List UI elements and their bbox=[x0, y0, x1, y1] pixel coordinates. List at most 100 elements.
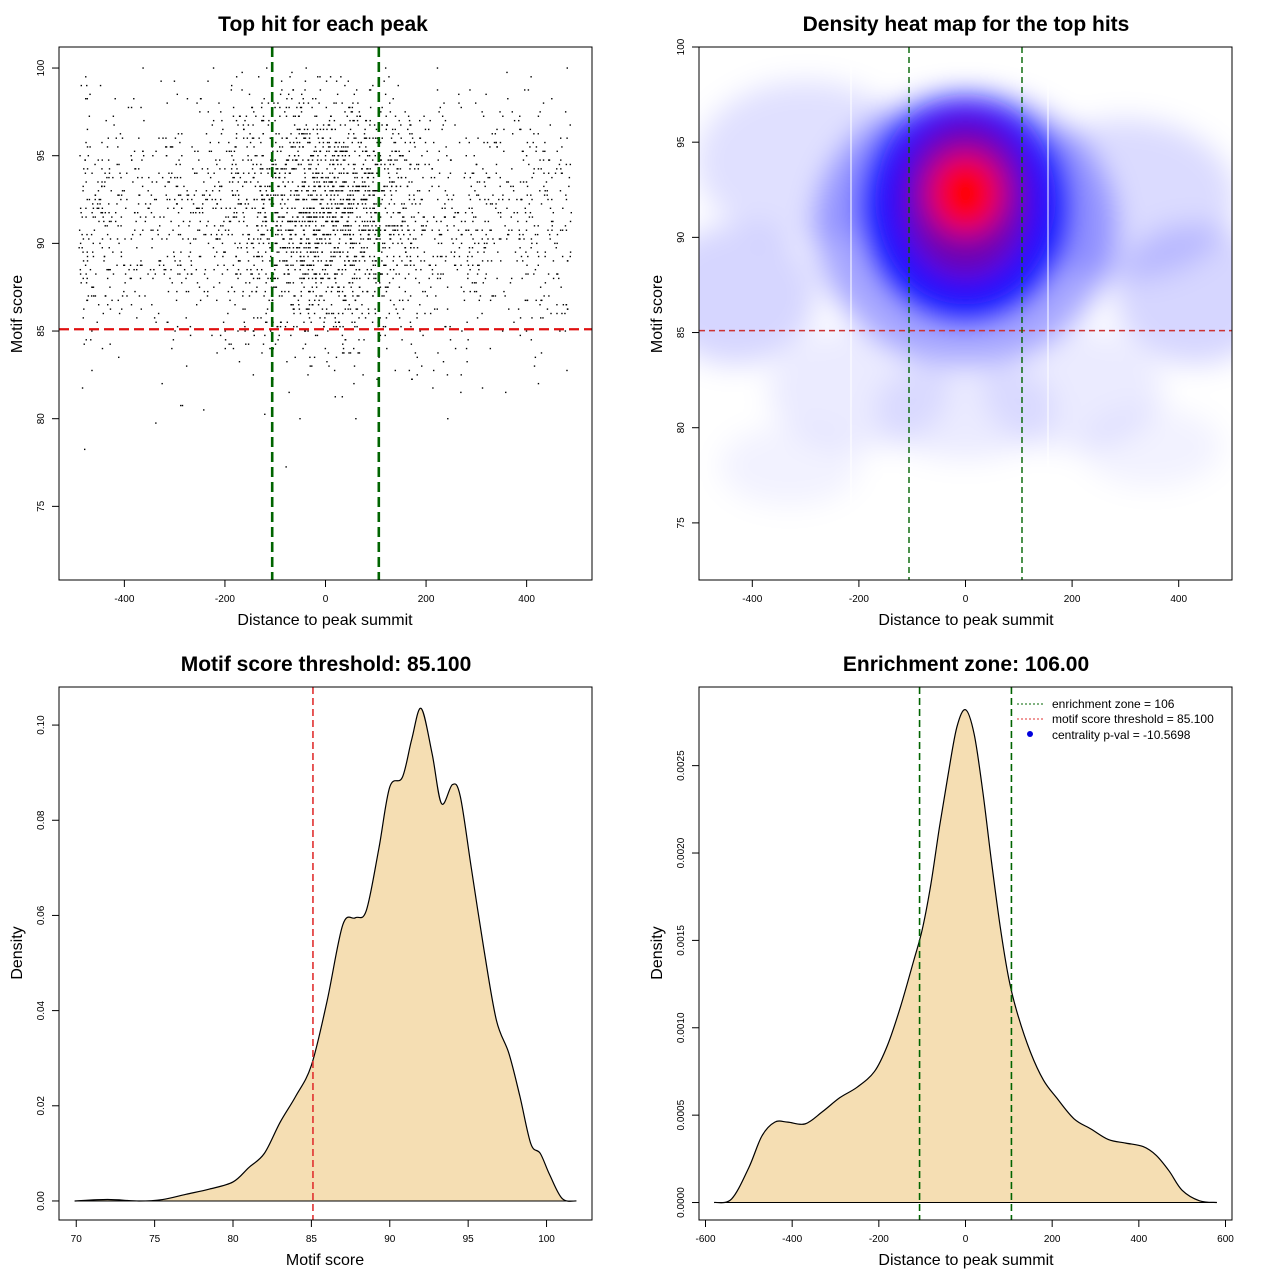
scatter-point bbox=[299, 312, 302, 315]
scatter-point bbox=[354, 190, 357, 192]
scatter-point bbox=[422, 216, 425, 218]
scatter-point bbox=[403, 203, 405, 205]
scatter-point bbox=[409, 124, 411, 126]
scatter-point bbox=[400, 325, 402, 328]
scatter-point bbox=[363, 225, 365, 227]
scatter-point bbox=[256, 225, 258, 227]
scatter-point bbox=[216, 233, 218, 236]
scatter-point bbox=[320, 198, 322, 201]
scatter-point bbox=[117, 194, 119, 196]
scatter-point bbox=[314, 251, 316, 253]
scatter-y-tick-label: 90 bbox=[36, 237, 47, 249]
scatter-point bbox=[312, 216, 315, 218]
scatter-point bbox=[329, 260, 331, 262]
scatter-point bbox=[338, 238, 341, 240]
scatter-point bbox=[355, 242, 357, 245]
scatter-point bbox=[385, 225, 387, 227]
distance-density-axes: -600 -400 -200 0 200 400 6000.00000.00050.0010… bbox=[676, 750, 1234, 1245]
scatter-point bbox=[495, 207, 497, 210]
scatter-point bbox=[325, 220, 328, 223]
scatter-point bbox=[99, 203, 101, 205]
scatter-point bbox=[517, 220, 519, 223]
scatter-point bbox=[314, 247, 317, 249]
scatter-point bbox=[330, 194, 332, 196]
scatter-point bbox=[421, 198, 423, 201]
scatter-point bbox=[245, 207, 248, 210]
scatter-point bbox=[499, 176, 501, 179]
scatter-point bbox=[484, 220, 486, 223]
scatter-point bbox=[239, 203, 241, 205]
scatter-point bbox=[332, 185, 334, 188]
scatter-point bbox=[318, 102, 320, 104]
scatter-point bbox=[363, 137, 366, 139]
scatter-point bbox=[298, 128, 300, 131]
scatter-point bbox=[511, 168, 513, 170]
scatter-point bbox=[379, 334, 382, 337]
scatter-point bbox=[328, 216, 331, 218]
scatter-point bbox=[223, 251, 225, 253]
scatter-point bbox=[473, 290, 476, 293]
scatter-point bbox=[487, 238, 489, 240]
scatter-point bbox=[310, 207, 312, 210]
scatter-point bbox=[463, 290, 465, 293]
scatter-point bbox=[297, 247, 299, 249]
distance-density-title: Enrichment zone: 106.00 bbox=[843, 653, 1089, 676]
scatter-point bbox=[214, 185, 216, 188]
scatter-point bbox=[237, 198, 240, 201]
scatter-point bbox=[277, 185, 279, 188]
scatter-point bbox=[422, 334, 424, 337]
scatter-point bbox=[355, 89, 358, 91]
scatter-point bbox=[358, 260, 361, 262]
scatter-point bbox=[319, 203, 321, 205]
scatter-point bbox=[491, 203, 494, 205]
scatter-point bbox=[367, 172, 370, 174]
scatter-point bbox=[530, 247, 532, 249]
scatter-point bbox=[306, 128, 309, 131]
scatter-point bbox=[443, 102, 445, 104]
scatter-point bbox=[456, 268, 459, 271]
scatter-point bbox=[198, 211, 201, 214]
scatter-point bbox=[257, 238, 259, 240]
scatter-point bbox=[370, 216, 373, 218]
scatter-point bbox=[141, 185, 144, 188]
scatter-point bbox=[363, 251, 365, 253]
scatter-point bbox=[321, 137, 324, 139]
scatter-point bbox=[155, 321, 157, 323]
scatter-point bbox=[258, 137, 260, 139]
scatter-point bbox=[230, 89, 233, 91]
scatter-point bbox=[246, 242, 248, 245]
scatter-point bbox=[340, 203, 343, 205]
scatter-point bbox=[356, 295, 358, 297]
scatter-point bbox=[465, 155, 467, 157]
scatter-point bbox=[183, 185, 185, 188]
scatter-point bbox=[361, 304, 363, 306]
scatter-point bbox=[469, 198, 472, 201]
scatter-point bbox=[321, 242, 323, 245]
scatter-point bbox=[231, 194, 234, 196]
scatter-point bbox=[485, 203, 488, 205]
scatter-point bbox=[397, 176, 400, 179]
scatter-point bbox=[322, 207, 325, 210]
scatter-point bbox=[398, 233, 400, 236]
scatter-point bbox=[273, 102, 275, 104]
scatter-point bbox=[232, 106, 235, 109]
scatter-point bbox=[489, 347, 492, 350]
scatter-point bbox=[484, 185, 486, 188]
scatter-point bbox=[235, 146, 237, 148]
scatter-point bbox=[392, 229, 394, 231]
scatter-point bbox=[343, 141, 345, 144]
scatter-point bbox=[458, 93, 460, 96]
scatter-point bbox=[421, 233, 423, 236]
scatter-point bbox=[397, 84, 399, 87]
scatter-point bbox=[315, 98, 317, 100]
scatter-point bbox=[280, 150, 282, 153]
scatter-point bbox=[300, 238, 303, 240]
scatter-point bbox=[372, 190, 374, 192]
scatter-point bbox=[163, 216, 165, 218]
scatter-point bbox=[466, 321, 468, 323]
scatter-point bbox=[561, 255, 564, 258]
scatter-point bbox=[393, 225, 395, 227]
scatter-point bbox=[245, 115, 248, 117]
scatter-point bbox=[301, 220, 304, 223]
scatter-point bbox=[219, 238, 221, 240]
